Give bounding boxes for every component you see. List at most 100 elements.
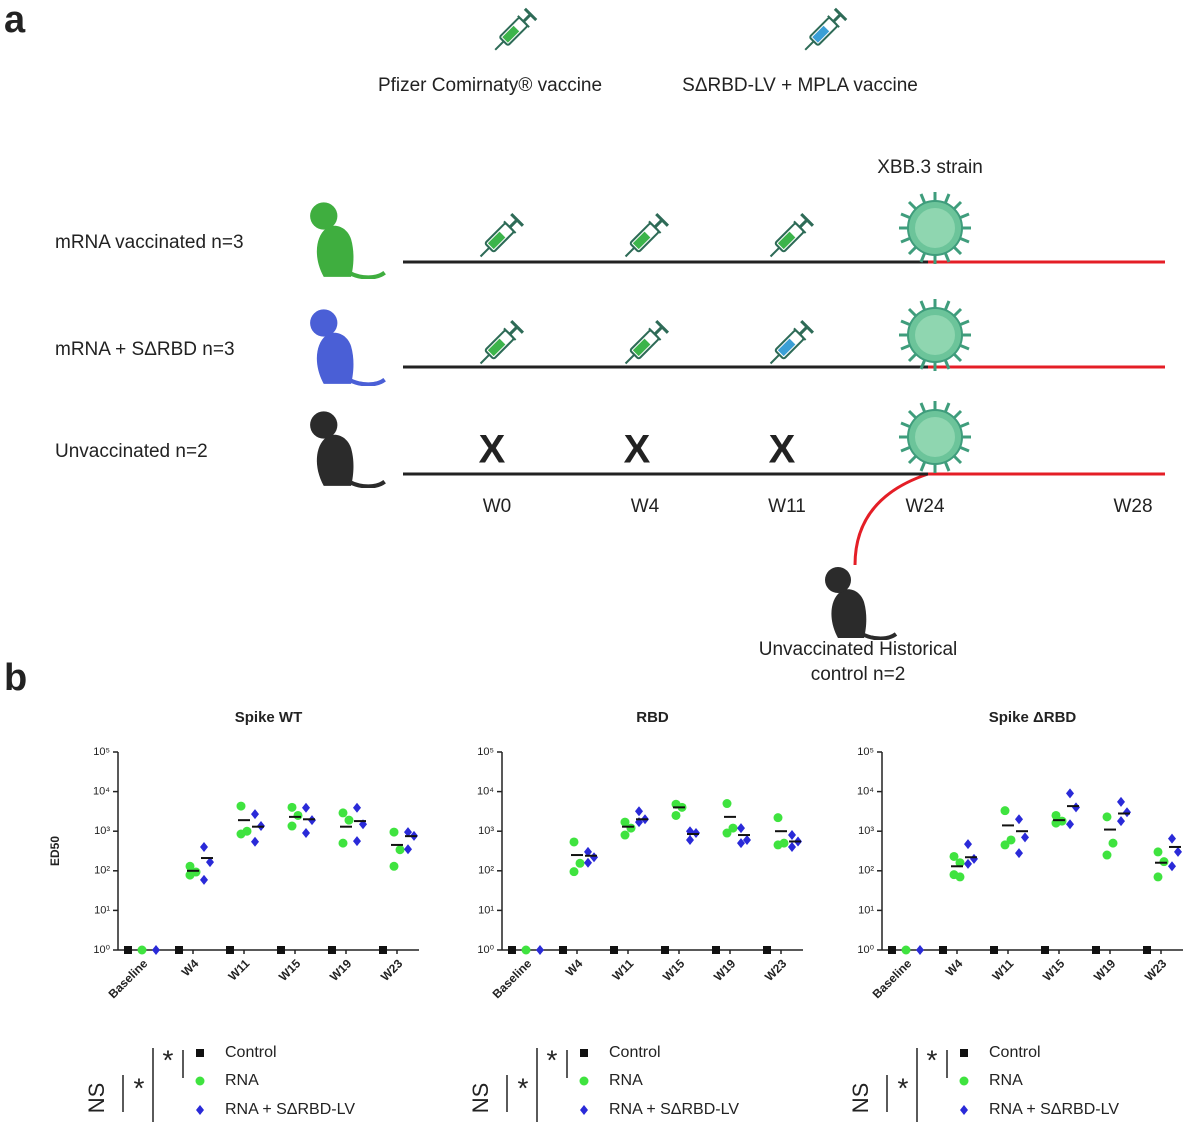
- vaccine-label: SΔRBD-LV + MPLA vaccine: [682, 75, 918, 96]
- legend-marker: [960, 1105, 968, 1115]
- stat-label: NS: [848, 1083, 873, 1114]
- data-point: [236, 801, 246, 811]
- dose-icon: [618, 212, 670, 264]
- data-point: [353, 802, 361, 813]
- data-point: [916, 945, 924, 955]
- data-point: [200, 874, 208, 885]
- data-point: [671, 810, 681, 820]
- virus-icon: [897, 297, 973, 373]
- x-tick-label: W23: [1142, 956, 1170, 984]
- group-monkey: [310, 202, 385, 277]
- chart-title: Spike WT: [235, 709, 303, 726]
- data-point: [404, 844, 412, 855]
- data-point: [737, 823, 745, 834]
- data-point: [788, 830, 796, 841]
- timepoint-label: W11: [768, 496, 806, 517]
- historical-link: [853, 472, 929, 566]
- data-point: [949, 851, 959, 861]
- legend-label: Control: [989, 1044, 1041, 1061]
- data-point: [1000, 840, 1010, 850]
- legend-label: RNA + SΔRBD-LV: [225, 1101, 355, 1118]
- x-tick-label: Baseline: [106, 956, 151, 1001]
- x-tick-label: Baseline: [870, 956, 915, 1001]
- x-tick-label: W11: [225, 956, 252, 983]
- legend-marker: [959, 1076, 969, 1086]
- data-point: [293, 810, 303, 820]
- stat-label: NS: [468, 1083, 493, 1114]
- data-point: [722, 828, 732, 838]
- stat-label: *: [898, 1072, 909, 1103]
- data-point: [175, 946, 183, 954]
- legend-marker: [196, 1105, 204, 1115]
- x-tick-label: W4: [563, 956, 586, 979]
- group-label: mRNA + SΔRBD n=3: [55, 339, 235, 360]
- data-point: [1153, 847, 1163, 857]
- y-tick-label: 10²: [478, 865, 494, 877]
- data-point: [788, 841, 796, 852]
- legend-label: RNA: [609, 1072, 643, 1089]
- skip-mark: X: [769, 428, 796, 472]
- y-tick-label: 10⁵: [477, 746, 494, 758]
- y-tick-label: 10⁴: [857, 786, 874, 798]
- data-point: [338, 808, 348, 818]
- x-tick-label: W19: [711, 956, 739, 984]
- stat-label: *: [927, 1044, 938, 1075]
- stat-label: *: [547, 1044, 558, 1075]
- virus-icon: [897, 190, 973, 266]
- data-point: [1000, 806, 1010, 816]
- chart-title: RBD: [636, 709, 669, 726]
- data-point: [1117, 796, 1125, 807]
- data-point: [584, 846, 592, 857]
- y-tick-label: 10¹: [478, 904, 494, 916]
- y-tick-label: 10³: [858, 825, 874, 837]
- stat-label: *: [134, 1072, 145, 1103]
- data-point: [575, 858, 585, 868]
- data-point: [1092, 946, 1100, 954]
- data-point: [661, 946, 669, 954]
- panel-label: b: [4, 657, 27, 699]
- y-tick-label: 10⁰: [857, 944, 874, 956]
- x-tick-label: W15: [1040, 956, 1068, 984]
- x-tick-label: W19: [1091, 956, 1119, 984]
- timepoint-label: W4: [631, 496, 660, 517]
- data-point: [1072, 802, 1080, 813]
- x-tick-label: W11: [609, 956, 636, 983]
- historical-label: Unvaccinated Historical: [759, 639, 958, 660]
- data-point: [737, 838, 745, 849]
- data-point: [1102, 850, 1112, 860]
- y-tick-label: 10¹: [858, 904, 874, 916]
- x-tick-label: W4: [179, 956, 202, 979]
- data-point: [964, 839, 972, 850]
- y-tick-label: 10³: [478, 825, 494, 837]
- data-point: [1108, 838, 1118, 848]
- data-point: [236, 829, 246, 839]
- legend-marker: [580, 1105, 588, 1115]
- data-point: [635, 806, 643, 817]
- legend-label: RNA + SΔRBD-LV: [989, 1101, 1119, 1118]
- x-tick-label: W19: [327, 956, 355, 984]
- data-point: [970, 853, 978, 864]
- data-point: [1006, 835, 1016, 845]
- legend-label: RNA + SΔRBD-LV: [609, 1101, 739, 1118]
- data-point: [137, 945, 147, 955]
- legend-marker: [196, 1049, 204, 1057]
- data-point: [1168, 833, 1176, 844]
- x-tick-label: Baseline: [490, 956, 535, 1001]
- data-point: [1066, 819, 1074, 830]
- stat-label: *: [518, 1072, 529, 1103]
- y-tick-label: 10⁰: [93, 944, 110, 956]
- data-point: [536, 945, 544, 955]
- data-point: [610, 946, 618, 954]
- legend-marker: [195, 1076, 205, 1086]
- y-tick-label: 10⁵: [857, 746, 874, 758]
- data-point: [1123, 807, 1131, 818]
- dose-icon: [473, 319, 525, 371]
- data-point: [206, 857, 214, 868]
- y-tick-label: 10²: [94, 865, 110, 877]
- data-point: [226, 946, 234, 954]
- data-point: [584, 857, 592, 868]
- data-point: [508, 946, 516, 954]
- data-point: [302, 828, 310, 839]
- dose-icon: [473, 212, 525, 264]
- data-point: [1168, 861, 1176, 872]
